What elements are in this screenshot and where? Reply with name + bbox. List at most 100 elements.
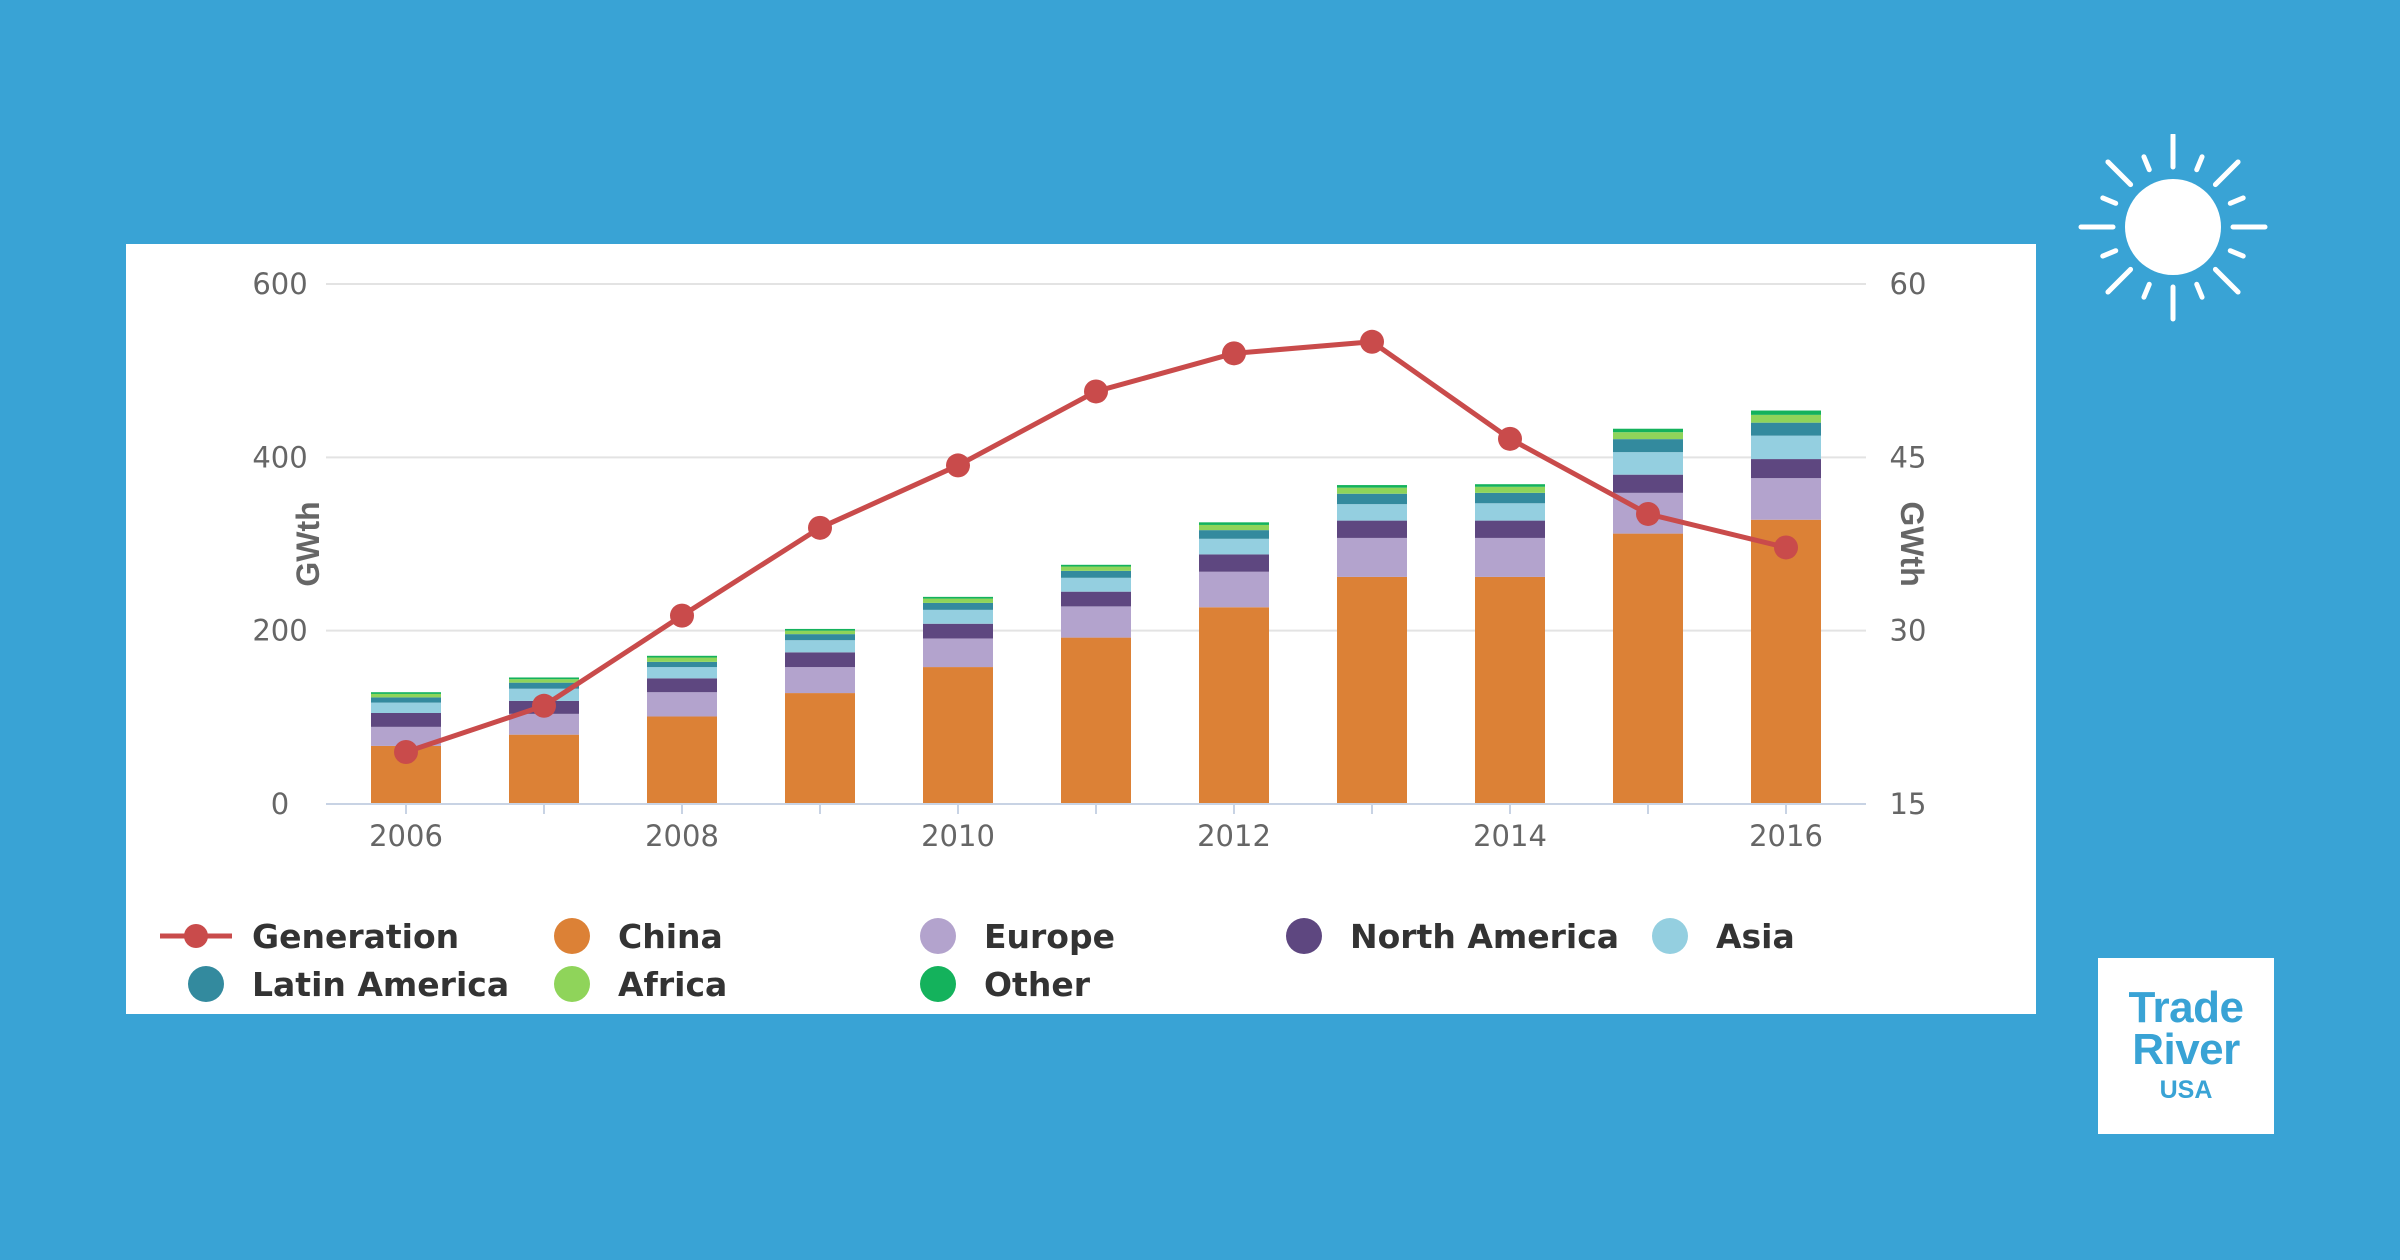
bar-segment-other [1613, 428, 1683, 433]
bar-segment-asia [371, 702, 441, 713]
sun-ray [2105, 159, 2134, 188]
x-tick-label: 2016 [1749, 819, 1823, 853]
legend-label-latin-america: Latin America [252, 965, 509, 1004]
bar-segment-africa [1337, 487, 1407, 494]
legend-label-europe: Europe [984, 917, 1115, 956]
bar-segment-china [923, 667, 993, 804]
bar-segment-china [647, 716, 717, 804]
bar-segment-other [509, 677, 579, 680]
bar-segment-other [923, 596, 993, 599]
y-tick-label-left: 200 [252, 614, 307, 648]
generation-point [1360, 329, 1384, 354]
bar-segment-china [1337, 576, 1407, 804]
bar-segment-europe [1199, 571, 1269, 608]
y-tick-label-right: 60 [1890, 267, 1927, 301]
bar-segment-europe [1751, 478, 1821, 520]
bar-segment-other [647, 655, 717, 658]
bar-segment-north-america [371, 713, 441, 727]
bar-segment-china [1061, 637, 1131, 804]
x-axis: 2006 2008 2010 2012 2014 2016 [326, 803, 1866, 853]
sun-ray [2212, 159, 2241, 188]
bar-segment-latin-america [1337, 493, 1407, 505]
y-tick-label-left: 400 [252, 440, 307, 474]
bar-segment-africa [1061, 566, 1131, 571]
legend: Generation China Europe North America Asia La… [160, 917, 1795, 1004]
bar-segment-north-america [1199, 554, 1269, 572]
brand-logo: Trade River USA [2098, 958, 2274, 1134]
chart-card: 2006 2008 2010 2012 2014 2016 0 200 400 600 15 30… [126, 244, 2036, 1014]
bar-segment-africa [1613, 432, 1683, 440]
generation-point [394, 740, 418, 764]
bar-segment-north-america [1061, 591, 1131, 607]
bar-segment-north-america [785, 652, 855, 668]
bar-segment-europe [509, 713, 579, 735]
sun-ray [2212, 266, 2241, 295]
sun-ray [2100, 248, 2119, 259]
bar-segment-china [1751, 519, 1821, 804]
brand-line-1: Trade [2128, 983, 2244, 1032]
x-tick-label: 2008 [645, 819, 719, 853]
sun-ray [2141, 281, 2152, 300]
generation-point [1498, 426, 1522, 451]
legend-marker-other [920, 966, 956, 1002]
bar-segment-asia [1337, 504, 1407, 521]
brand-line-3: USA [2159, 1076, 2213, 1104]
bar-segment-other [1061, 564, 1131, 567]
generation-point [1222, 341, 1246, 366]
bar-segment-north-america [1613, 474, 1683, 493]
generation-point [946, 453, 970, 478]
legend-marker-africa [554, 966, 590, 1002]
y-axis-title-left: GWth [290, 501, 326, 586]
legend-label-other: Other [984, 965, 1091, 1004]
bar-segment-asia [1061, 577, 1131, 592]
sun-ray [2100, 195, 2119, 206]
bar-segment-europe [923, 638, 993, 668]
bar-segment-asia [1475, 503, 1545, 521]
generation-line-group [394, 329, 1798, 764]
legend-marker-europe [920, 918, 956, 954]
bar-segment-latin-america [1751, 422, 1821, 436]
bar-segment-asia [785, 640, 855, 653]
bar-segment-north-america [923, 623, 993, 639]
bar-segment-china [1199, 607, 1269, 804]
bar-segment-africa [923, 598, 993, 603]
generation-point [1774, 535, 1798, 560]
generation-point [808, 515, 832, 540]
legend-marker-china [554, 918, 590, 954]
y-axis-right: 15 30 45 60 [1890, 267, 1927, 821]
bar-segment-africa [1199, 524, 1269, 531]
bar-segment-latin-america [785, 634, 855, 641]
bar-segment-north-america [647, 678, 717, 693]
bar-segment-asia [1613, 452, 1683, 475]
bar-segment-china [785, 693, 855, 804]
generation-point [1084, 379, 1108, 404]
legend-marker-latin-america [188, 966, 224, 1002]
bar-segment-china [509, 734, 579, 804]
bar-segment-latin-america [509, 682, 579, 689]
bar-segment-africa [647, 657, 717, 662]
y-tick-label-left: 0 [271, 787, 289, 821]
bar-segment-north-america [1475, 520, 1545, 538]
bar-segment-other [1475, 484, 1545, 487]
bar-segment-europe [647, 692, 717, 717]
sun-icon [2078, 134, 2268, 322]
legend-label-asia: Asia [1716, 917, 1795, 956]
legend-marker-north-america [1286, 918, 1322, 954]
bar-segment-africa [1475, 486, 1545, 493]
legend-label-africa: Africa [618, 965, 727, 1004]
sun-ray [2194, 281, 2205, 300]
legend-marker-asia [1652, 918, 1688, 954]
bar-segment-latin-america [1613, 439, 1683, 453]
bar-segment-africa [1751, 414, 1821, 423]
legend-label-china: China [618, 917, 723, 956]
legend-label-generation: Generation [252, 917, 459, 956]
sun-ray [2194, 154, 2205, 173]
generation-point [532, 693, 556, 718]
x-tick-label: 2010 [921, 819, 995, 853]
sun-ray [2141, 154, 2152, 173]
bar-segment-asia [1751, 435, 1821, 460]
bar-segment-europe [785, 667, 855, 694]
bar-group [371, 410, 1821, 804]
sun-ray [2227, 195, 2246, 206]
y-tick-label-right: 30 [1890, 614, 1927, 648]
